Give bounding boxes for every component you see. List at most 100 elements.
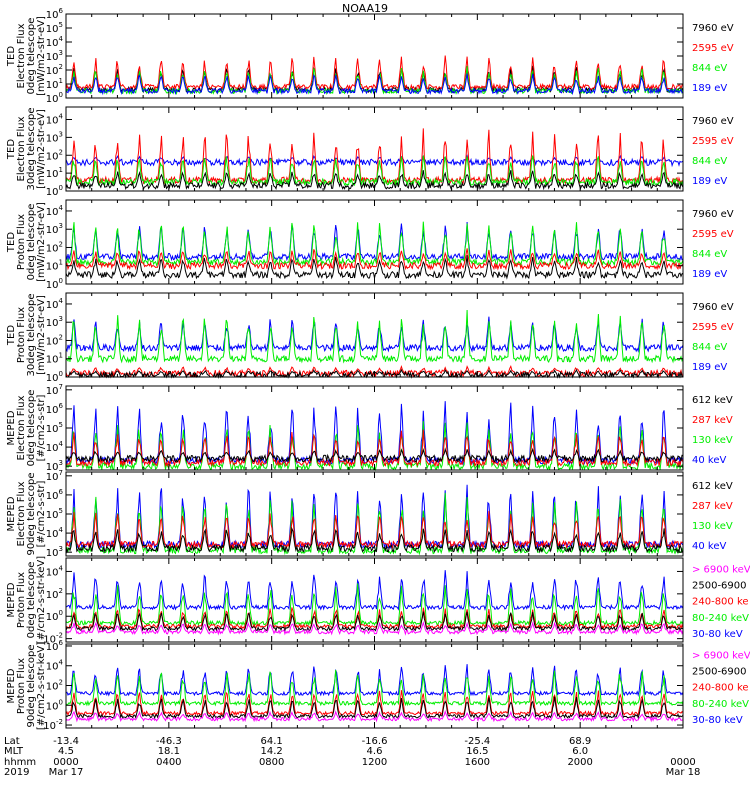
row-label: Lat xyxy=(4,736,20,747)
x-tick-label: 0400 xyxy=(156,757,181,768)
legend-entry: 80-240 keV xyxy=(692,613,749,624)
row-label: 2019 xyxy=(4,767,29,778)
y-tick-label: 10-2 xyxy=(43,632,63,646)
y-tick-label: 102 xyxy=(46,148,63,162)
y-tick-label: 103 xyxy=(46,545,63,559)
legend-entry: 30-80 keV xyxy=(692,715,743,726)
legend-entry: > 6900 keV xyxy=(692,650,750,661)
legend-entry: 2595 eV xyxy=(692,43,734,54)
series-287-kev xyxy=(65,429,684,468)
y-tick-label: 106 xyxy=(46,639,64,653)
x-tick-label: 16.5 xyxy=(466,746,488,757)
panel-frame xyxy=(65,292,684,378)
row-label: hhmm xyxy=(4,757,36,768)
y-tick-label: 10-2 xyxy=(43,718,63,732)
series--6900-kev xyxy=(65,709,684,723)
series-80-240-kev xyxy=(65,583,684,627)
y-tick-label: 100 xyxy=(46,184,63,198)
legend-entry: 844 eV xyxy=(692,156,727,167)
legend-entry: 844 eV xyxy=(692,342,727,353)
y-tick-label: 106 xyxy=(46,488,64,502)
series-30-80-kev xyxy=(65,664,684,697)
x-tick-label: 1600 xyxy=(465,757,490,768)
x-tick-label: 68.9 xyxy=(569,736,591,747)
x-tick-label: 2000 xyxy=(567,757,592,768)
y-tick-label: 103 xyxy=(46,315,63,329)
legend-entry: 189 eV xyxy=(692,83,727,94)
legend-entry: 40 keV xyxy=(692,455,726,466)
chart-title: NOAA19 xyxy=(342,2,388,15)
legend-entry: 40 keV xyxy=(692,541,726,552)
y-tick-label: 105 xyxy=(46,507,63,521)
y-tick-label: 100 xyxy=(46,698,63,712)
y-axis-label: MEPEDElectron Flux90deg telescope[#/cm2-… xyxy=(6,472,47,555)
y-tick-label: 107 xyxy=(46,383,63,397)
y-tick-label: 104 xyxy=(46,113,64,127)
legend-entry: 844 eV xyxy=(692,63,727,74)
y-tick-label: 106 xyxy=(46,7,64,21)
y-axis-label: MEPEDProton Flux90deg telescope[#/cm2-s-… xyxy=(6,642,47,730)
series-189-ev xyxy=(65,73,684,96)
y-tick-label: 102 xyxy=(46,240,63,254)
x-tick-label: 4.6 xyxy=(367,746,383,757)
legend-entry: 2500-6900 xyxy=(692,666,747,677)
y-axis-label: TEDProton Flux0deg telescope[mW/m2-str-e… xyxy=(6,202,47,282)
y-tick-label: 104 xyxy=(46,564,64,578)
legend-entry: 2595 eV xyxy=(692,322,734,333)
legend-entry: 189 eV xyxy=(692,176,727,187)
series-844-ev xyxy=(65,221,684,268)
legend-entry: 287 keV xyxy=(692,501,733,512)
y-tick-label: 103 xyxy=(46,49,63,63)
x-tick-label: -46.3 xyxy=(156,736,182,747)
x-tick-label: 6.0 xyxy=(572,746,588,757)
series-189-ev xyxy=(65,316,684,353)
legend-entry: 30-80 keV xyxy=(692,629,743,640)
y-axis-label: MEPEDElectron Flux0deg telescope[#/cm2-s… xyxy=(6,390,47,467)
series-844-ev xyxy=(65,155,684,188)
series-844-ev xyxy=(65,309,684,364)
y-tick-label: 105 xyxy=(46,21,63,35)
y-tick-label: 104 xyxy=(46,659,64,673)
legend-entry: 844 eV xyxy=(692,249,727,260)
legend-entry: 2595 eV xyxy=(692,229,734,240)
series-240-800-kev xyxy=(65,690,684,717)
legend-entry: 80-240 keV xyxy=(692,699,749,710)
x-tick-label: -13.4 xyxy=(53,736,79,747)
y-tick-label: 100 xyxy=(46,370,63,384)
y-tick-label: 105 xyxy=(46,421,63,435)
y-axis-label: TEDElectron Flux0deg telescope[mW/m2-str… xyxy=(6,16,47,96)
y-axis-label: MEPEDProton Flux0deg telescope[#/cm2-s-s… xyxy=(6,556,47,644)
y-tick-label: 103 xyxy=(46,459,63,473)
legend-entry: > 6900 keV xyxy=(692,564,750,575)
y-tick-label: 101 xyxy=(46,352,63,366)
x-tick-label: 0000 xyxy=(53,757,78,768)
y-tick-label: 100 xyxy=(46,91,63,105)
x-tick-label: -25.4 xyxy=(464,736,490,747)
y-tick-label: 104 xyxy=(46,35,64,49)
series-189-ev xyxy=(65,221,683,262)
y-tick-label: 103 xyxy=(46,222,63,236)
series-30-80-kev xyxy=(65,570,684,612)
y-axis-label: TEDElectron Flux30deg telescope[mW/m2-st… xyxy=(6,107,47,190)
x-tick-label: 1200 xyxy=(362,757,387,768)
y-axis-label: TEDProton Flux30deg telescope[mW/m2-str-… xyxy=(6,293,47,376)
y-tick-label: 104 xyxy=(46,440,64,454)
legend-entry: 2595 eV xyxy=(692,136,734,147)
legend-entry: 7960 eV xyxy=(692,302,734,313)
x-tick-label: 64.1 xyxy=(261,736,283,747)
series-189-ev xyxy=(65,154,684,168)
y-tick-label: 100 xyxy=(46,609,63,623)
y-tick-label: 100 xyxy=(46,277,63,291)
series-612-kev xyxy=(65,447,684,464)
series-2595-ev xyxy=(65,55,684,92)
